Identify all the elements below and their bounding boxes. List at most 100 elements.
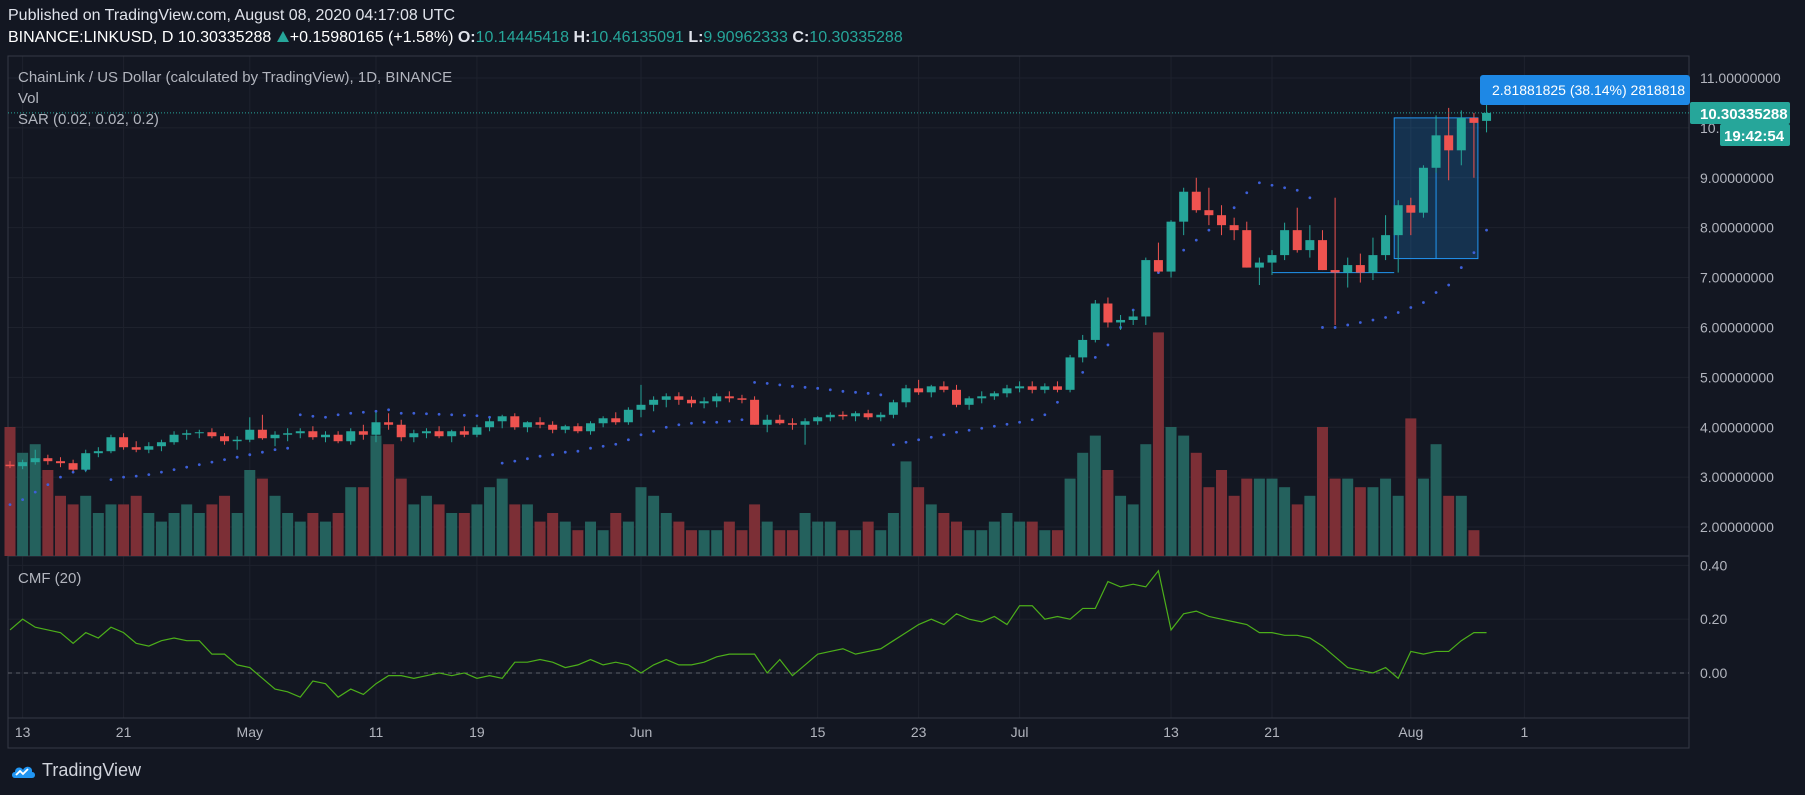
cmf-axis[interactable]: 0.40 0.20 0.00 xyxy=(1700,557,1727,681)
sar-dot xyxy=(816,386,820,390)
candle-body xyxy=(131,447,141,450)
volume-bar xyxy=(875,530,887,556)
candle-body xyxy=(1368,255,1378,273)
volume-bar xyxy=(67,504,79,556)
sar-dot xyxy=(298,413,302,417)
volume-bar xyxy=(786,530,798,556)
volume-bar xyxy=(1178,435,1190,556)
candle-body xyxy=(144,446,154,450)
volume-bar xyxy=(1051,530,1063,556)
candle-body xyxy=(1305,240,1315,251)
volume-bar xyxy=(572,530,584,556)
volume-bar xyxy=(837,530,849,556)
sar-dot xyxy=(1270,183,1274,187)
price-tick-label: 8.00000000 xyxy=(1700,220,1774,236)
sar-dot xyxy=(311,414,315,418)
close-value: 10.30335288 xyxy=(809,29,903,46)
sar-dot xyxy=(715,420,719,424)
sar-dot xyxy=(765,381,769,385)
tradingview-logo[interactable]: TradingView xyxy=(10,760,141,781)
volume-bar xyxy=(118,504,130,556)
candle-body xyxy=(295,431,305,434)
candle-body xyxy=(901,388,911,403)
sar-dot xyxy=(1018,420,1021,424)
volume-bar xyxy=(80,495,92,556)
volume-bar xyxy=(1001,513,1013,556)
sar-dot xyxy=(437,412,441,416)
candle-body xyxy=(888,402,898,415)
volume-bar xyxy=(673,521,685,556)
volume-bar xyxy=(862,521,874,556)
candle-body xyxy=(459,431,469,435)
price-tick-label: 5.00000000 xyxy=(1700,369,1774,385)
sar-dot xyxy=(210,460,214,464)
cmf-indicator xyxy=(8,569,1689,698)
sar-dot xyxy=(273,448,277,452)
volume-bar xyxy=(408,504,420,556)
candle-body xyxy=(1166,221,1176,272)
candle-body xyxy=(346,431,356,442)
price-tick-label: 4.00000000 xyxy=(1700,419,1774,435)
sar-dot xyxy=(248,453,252,457)
volume-bar xyxy=(4,427,16,556)
candle-body xyxy=(1052,386,1062,390)
volume-bar xyxy=(1216,470,1228,556)
volume-bar xyxy=(471,504,483,556)
sar-dot xyxy=(500,461,504,465)
candle-body xyxy=(724,396,734,399)
open-value: 10.14445418 xyxy=(475,29,570,46)
time-tick-label: 11 xyxy=(369,724,384,740)
volume-bar xyxy=(458,513,470,556)
volume-bar xyxy=(1291,504,1303,556)
sar-dot xyxy=(488,415,491,419)
sar-dot xyxy=(1434,291,1438,294)
sar-dot xyxy=(778,383,782,387)
candle-body xyxy=(1128,316,1138,320)
candle-body xyxy=(1393,205,1403,236)
candle-body xyxy=(1027,386,1037,390)
sar-dot xyxy=(324,415,327,419)
time-tick-label: May xyxy=(237,724,263,740)
candle-body xyxy=(283,433,293,435)
volume-bar xyxy=(193,513,205,556)
candle-body xyxy=(182,433,192,435)
candle-body xyxy=(1330,270,1340,273)
volume-bar xyxy=(585,521,597,556)
sar-dot xyxy=(8,503,12,506)
symbol-ohlc-line: BINANCE:LINKUSD, D 10.30335288 +0.159801… xyxy=(8,29,903,47)
volume-bar xyxy=(446,513,458,556)
sar-dot xyxy=(147,473,151,477)
volume-bar xyxy=(1455,495,1467,556)
sar-dot xyxy=(223,458,226,462)
sar-dot xyxy=(1043,413,1047,417)
candle-body xyxy=(548,424,558,430)
candle-body xyxy=(43,458,53,462)
candle-body xyxy=(952,389,961,405)
sar-dot xyxy=(791,384,794,388)
time-tick-label: 23 xyxy=(911,724,927,740)
price-axis[interactable]: 11.0000000010.000000009.000000008.000000… xyxy=(1700,70,1782,535)
sar-dot xyxy=(261,450,264,454)
cmf-line xyxy=(9,569,1487,698)
candle-body xyxy=(1002,388,1012,394)
symbol-name[interactable]: BINANCE:LINKUSD, D xyxy=(8,29,174,46)
sar-dot xyxy=(526,457,529,461)
volume-bar xyxy=(1190,452,1202,556)
sar-dot xyxy=(563,450,567,454)
volume-bar xyxy=(1417,478,1429,556)
candle-body xyxy=(712,396,722,402)
volume-bar xyxy=(282,513,294,556)
time-axis[interactable]: 13 21 May 11 19 Jun 15 23 Jul 13 21 Aug 1 xyxy=(15,724,1529,740)
volume-bar xyxy=(1127,504,1139,556)
volume-bar xyxy=(547,513,559,556)
candle-body xyxy=(257,429,267,439)
tradingview-cloud-icon xyxy=(12,766,35,778)
candle-body xyxy=(1217,215,1227,226)
sar-dot xyxy=(626,438,630,442)
candle-body xyxy=(18,462,28,467)
candle-body xyxy=(1040,386,1050,390)
sar-dot xyxy=(639,433,643,437)
sar-dot xyxy=(374,409,378,413)
sar-dot xyxy=(652,429,656,433)
